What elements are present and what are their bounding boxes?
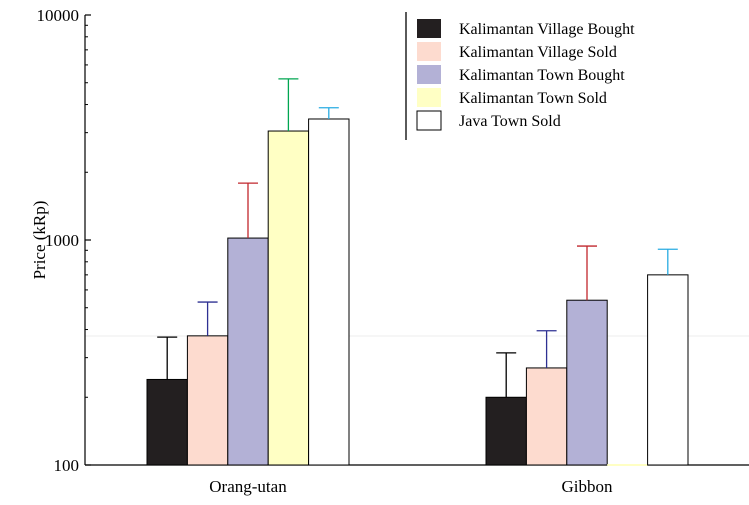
bar: [566, 299, 608, 466]
bar: [146, 378, 188, 466]
bar: [485, 396, 527, 466]
legend-label: Kalimantan Town Bought: [459, 67, 625, 84]
bar: [227, 237, 269, 466]
legend-swatch: [417, 88, 441, 107]
bar: [308, 118, 350, 466]
legend: Kalimantan Village Bought Kalimantan Vill…: [405, 12, 635, 140]
legend-swatch: [416, 110, 442, 131]
y-tick-label: 10000: [37, 6, 80, 25]
legend-label: Java Town Sold: [459, 113, 561, 130]
bars: [146, 118, 689, 466]
axes: 100 1000 10000 Price (kRp) Orang-utan Gibbon: [30, 6, 749, 496]
x-category-label: Gibbon: [562, 477, 614, 496]
bar: [525, 367, 568, 466]
y-tick-label: 100: [54, 456, 80, 475]
legend-label: Kalimantan Village Sold: [459, 44, 617, 61]
legend-label: Kalimantan Village Bought: [459, 21, 635, 38]
legend-swatch: [417, 42, 441, 61]
bar: [186, 335, 229, 466]
bar: [267, 130, 310, 466]
error-bars: [157, 78, 678, 398]
bar: [647, 274, 689, 466]
x-category-label: Orang-utan: [209, 477, 287, 496]
legend-label: Kalimantan Town Sold: [459, 90, 607, 107]
legend-swatch: [417, 19, 441, 38]
y-axis-title: Price (kRp): [30, 201, 49, 280]
y-tick-label: 1000: [45, 231, 79, 250]
legend-swatch: [417, 65, 441, 84]
